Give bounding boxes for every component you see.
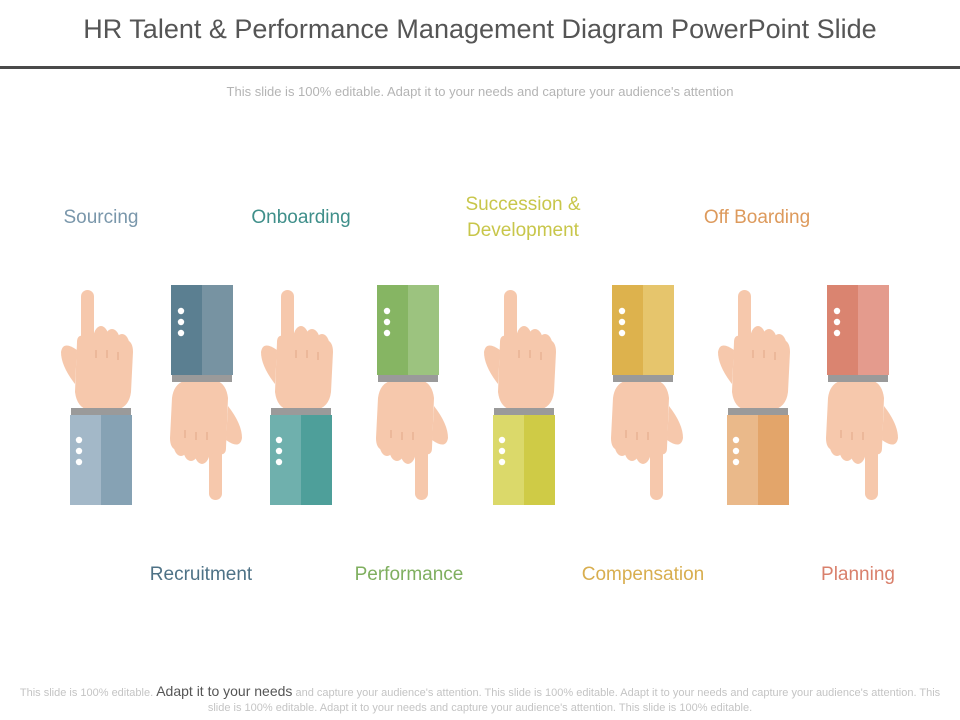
hand-pointing-down-recruitment bbox=[170, 285, 242, 500]
sleeve-light bbox=[270, 415, 301, 505]
sleeve-dark bbox=[301, 415, 332, 505]
label-onboarding: Onboarding bbox=[251, 207, 351, 228]
sleeve-button bbox=[618, 307, 626, 315]
sleeve-light bbox=[70, 415, 101, 505]
slide-title: HR Talent & Performance Management Diagr… bbox=[83, 14, 877, 44]
sleeve-button bbox=[75, 447, 83, 455]
hand-pointing-up-succession bbox=[484, 290, 556, 505]
thumb bbox=[484, 345, 500, 384]
hand-group bbox=[376, 285, 448, 500]
cuff-band bbox=[828, 374, 888, 382]
hand-pointing-up-sourcing bbox=[61, 290, 133, 505]
footer-text-1: This slide is 100% editable. bbox=[19, 687, 154, 699]
label-succession-line2: Development bbox=[467, 220, 579, 241]
thumb bbox=[667, 406, 683, 445]
thumb bbox=[718, 345, 734, 384]
sleeve-button bbox=[177, 318, 185, 326]
sleeve-light bbox=[202, 285, 233, 375]
palm bbox=[732, 335, 790, 410]
palm bbox=[275, 335, 333, 410]
label-succession-line1: Succession & bbox=[465, 194, 581, 215]
sleeve-button bbox=[275, 436, 283, 444]
footer-text-2: and capture your audience's attention. T… bbox=[207, 687, 941, 714]
hand-group bbox=[718, 290, 790, 505]
label-performance: Performance bbox=[354, 564, 464, 585]
hand-pointing-up-off-boarding bbox=[718, 290, 790, 505]
sleeve-button bbox=[275, 458, 283, 466]
sleeve-dark bbox=[171, 285, 202, 375]
palm bbox=[75, 335, 133, 410]
sleeve-dark bbox=[612, 285, 643, 375]
sleeve-button bbox=[275, 447, 283, 455]
cuff-band bbox=[71, 408, 131, 416]
palm bbox=[376, 380, 434, 455]
sleeve-button bbox=[383, 329, 391, 337]
sleeve-dark bbox=[827, 285, 858, 375]
sleeve-dark bbox=[377, 285, 408, 375]
footer-note: This slide is 100% editable. Adapt it to… bbox=[10, 684, 950, 716]
thumb bbox=[261, 345, 277, 384]
title-divider bbox=[0, 66, 960, 69]
label-succession-development: Succession & Development bbox=[423, 192, 623, 244]
sleeve-light bbox=[493, 415, 524, 505]
thumb bbox=[226, 406, 242, 445]
hand-group bbox=[61, 290, 133, 505]
sleeve-button bbox=[498, 458, 506, 466]
sleeve-button bbox=[498, 447, 506, 455]
palm bbox=[611, 380, 669, 455]
sleeve-light bbox=[643, 285, 674, 375]
sleeve-button bbox=[618, 318, 626, 326]
footer-emphasis: Adapt it to your needs bbox=[156, 683, 293, 699]
thumb bbox=[61, 345, 77, 384]
hand-group bbox=[484, 290, 556, 505]
sleeve-button bbox=[833, 318, 841, 326]
sleeve-light bbox=[727, 415, 758, 505]
label-off-boarding: Off Boarding bbox=[703, 207, 811, 228]
sleeve-light bbox=[408, 285, 439, 375]
sleeve-button bbox=[75, 436, 83, 444]
sleeve-light bbox=[858, 285, 889, 375]
label-recruitment: Recruitment bbox=[149, 564, 253, 585]
palm bbox=[826, 380, 884, 455]
hand-group bbox=[611, 285, 683, 500]
sleeve-dark bbox=[758, 415, 789, 505]
cuff-band bbox=[728, 408, 788, 416]
hand-pointing-up-onboarding bbox=[261, 290, 333, 505]
sleeve-button bbox=[833, 307, 841, 315]
thumb bbox=[432, 406, 448, 445]
label-compensation: Compensation bbox=[581, 564, 705, 585]
sleeve-button bbox=[383, 318, 391, 326]
sleeve-dark bbox=[101, 415, 132, 505]
hand-pointing-down-performance bbox=[376, 285, 448, 500]
sleeve-button bbox=[177, 329, 185, 337]
label-planning: Planning bbox=[821, 564, 895, 585]
hand-group bbox=[170, 285, 242, 500]
thumb bbox=[882, 406, 898, 445]
sleeve-button bbox=[498, 436, 506, 444]
label-sourcing: Sourcing bbox=[63, 207, 139, 228]
hand-group bbox=[261, 290, 333, 505]
sleeve-button bbox=[177, 307, 185, 315]
sleeve-button bbox=[618, 329, 626, 337]
cuff-band bbox=[271, 408, 331, 416]
hand-pointing-down-planning bbox=[826, 285, 898, 500]
palm bbox=[170, 380, 228, 455]
sleeve-button bbox=[732, 436, 740, 444]
cuff-band bbox=[172, 374, 232, 382]
sleeve-button bbox=[732, 458, 740, 466]
palm bbox=[498, 335, 556, 410]
sleeve-button bbox=[75, 458, 83, 466]
sleeve-button bbox=[732, 447, 740, 455]
slide-subtitle: This slide is 100% editable. Adapt it to… bbox=[226, 84, 734, 99]
cuff-band bbox=[378, 374, 438, 382]
sleeve-button bbox=[833, 329, 841, 337]
sleeve-button bbox=[383, 307, 391, 315]
sleeve-dark bbox=[524, 415, 555, 505]
cuff-band bbox=[494, 408, 554, 416]
hand-group bbox=[826, 285, 898, 500]
cuff-band bbox=[613, 374, 673, 382]
hand-pointing-down-compensation bbox=[611, 285, 683, 500]
